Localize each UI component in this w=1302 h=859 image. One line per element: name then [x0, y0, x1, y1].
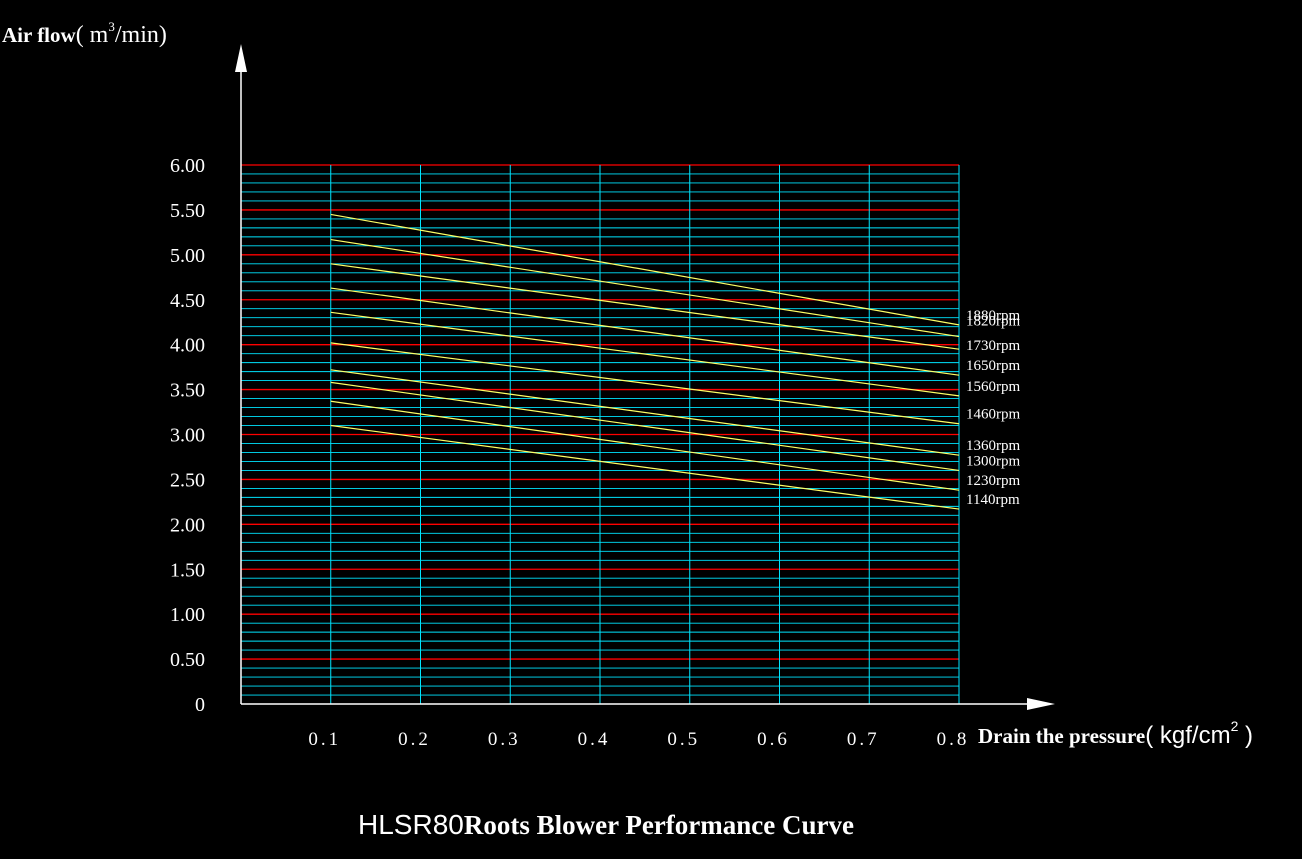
series-curve-1650rpm [330, 287, 960, 376]
series-label: 1230rpm [966, 473, 1020, 489]
y-tick-labels: 0 0.50 1.00 1.50 2.00 2.50 3.00 3.50 4.00 4.50 5.0… [170, 155, 205, 716]
y-tick-label: 2.00 [170, 514, 205, 536]
x-axis-title-unit-close: ) [1238, 722, 1253, 749]
y-tick-label: 6.00 [170, 155, 205, 177]
x-tick-label: 0.7 [847, 729, 880, 750]
series-curve-1140rpm [330, 424, 960, 510]
y-axis-arrow-icon [235, 44, 247, 72]
y-tick-label: 4.50 [170, 290, 205, 312]
series-label: 1730rpm [966, 338, 1020, 354]
series-curve-1230rpm [330, 400, 960, 491]
x-tick-label: 0.8 [937, 729, 970, 750]
series-curve-1880rpm [330, 213, 960, 326]
x-tick-label: 0.1 [308, 729, 341, 750]
y-axis-title-unit-sup: 3 [108, 19, 115, 34]
series-curve-1820rpm [330, 238, 960, 338]
y-tick-label: 2.50 [170, 469, 205, 491]
x-tick-label: 0.2 [398, 729, 431, 750]
series-curve-1460rpm [330, 342, 960, 425]
grid [241, 164, 960, 704]
series-label: 1360rpm [966, 438, 1020, 454]
x-axis-title-unit-open: ( kgf/cm [1145, 722, 1230, 749]
chart-title: HLSR80Roots Blower Performance Curve [358, 809, 854, 840]
series-label: 1460rpm [966, 407, 1020, 423]
y-axis-title-main: Air flow [2, 23, 77, 47]
series-label: 1300rpm [966, 453, 1020, 469]
y-tick-label: 1.00 [170, 604, 205, 626]
y-tick-label: 1.50 [170, 559, 205, 581]
x-axis-title-unit-sup: 2 [1231, 718, 1239, 734]
series-label: 1650rpm [966, 358, 1020, 374]
y-tick-label: 3.00 [170, 425, 205, 447]
y-tick-label: 0.50 [170, 649, 205, 671]
y-tick-label: 3.50 [170, 380, 205, 402]
series-curve-1300rpm [330, 381, 960, 472]
series-curve-1560rpm [330, 311, 960, 397]
chart-title-prefix: HLSR80 [358, 809, 464, 840]
series-curve-1360rpm [330, 369, 960, 456]
y-axis-title-unit-open: ( m [76, 22, 109, 48]
x-tick-label: 0.6 [757, 729, 790, 750]
x-tick-label: 0.4 [578, 729, 611, 750]
y-axis-title-unit-close: /min) [115, 22, 167, 48]
y-tick-label: 5.50 [170, 200, 205, 222]
x-tick-label: 0.3 [488, 729, 521, 750]
series-label: 1140rpm [966, 492, 1020, 508]
series-label: 1560rpm [966, 379, 1020, 395]
y-tick-label: 5.00 [170, 245, 205, 267]
chart-title-main: Roots Blower Performance Curve [464, 810, 854, 840]
x-axis-arrow-icon [1027, 698, 1055, 710]
series-label: 1820rpm [966, 314, 1020, 330]
series-curve-1730rpm [330, 263, 960, 350]
y-tick-label: 0 [195, 694, 205, 716]
x-tick-label: 0.5 [667, 729, 700, 750]
x-axis-title-main: Drain the pressure [978, 724, 1145, 748]
x-axis-title: Drain the pressure( kgf/cm2 ) [978, 718, 1253, 749]
series-label: 1880rpm [966, 308, 1020, 324]
y-tick-label: 4.00 [170, 335, 205, 357]
series-curves [330, 213, 960, 510]
x-tick-labels: 0.1 0.2 0.3 0.4 0.5 0.6 0.7 0.8 [308, 729, 970, 750]
y-axis-title: Air flow( m3/min) [2, 19, 167, 48]
axes [235, 44, 1055, 710]
